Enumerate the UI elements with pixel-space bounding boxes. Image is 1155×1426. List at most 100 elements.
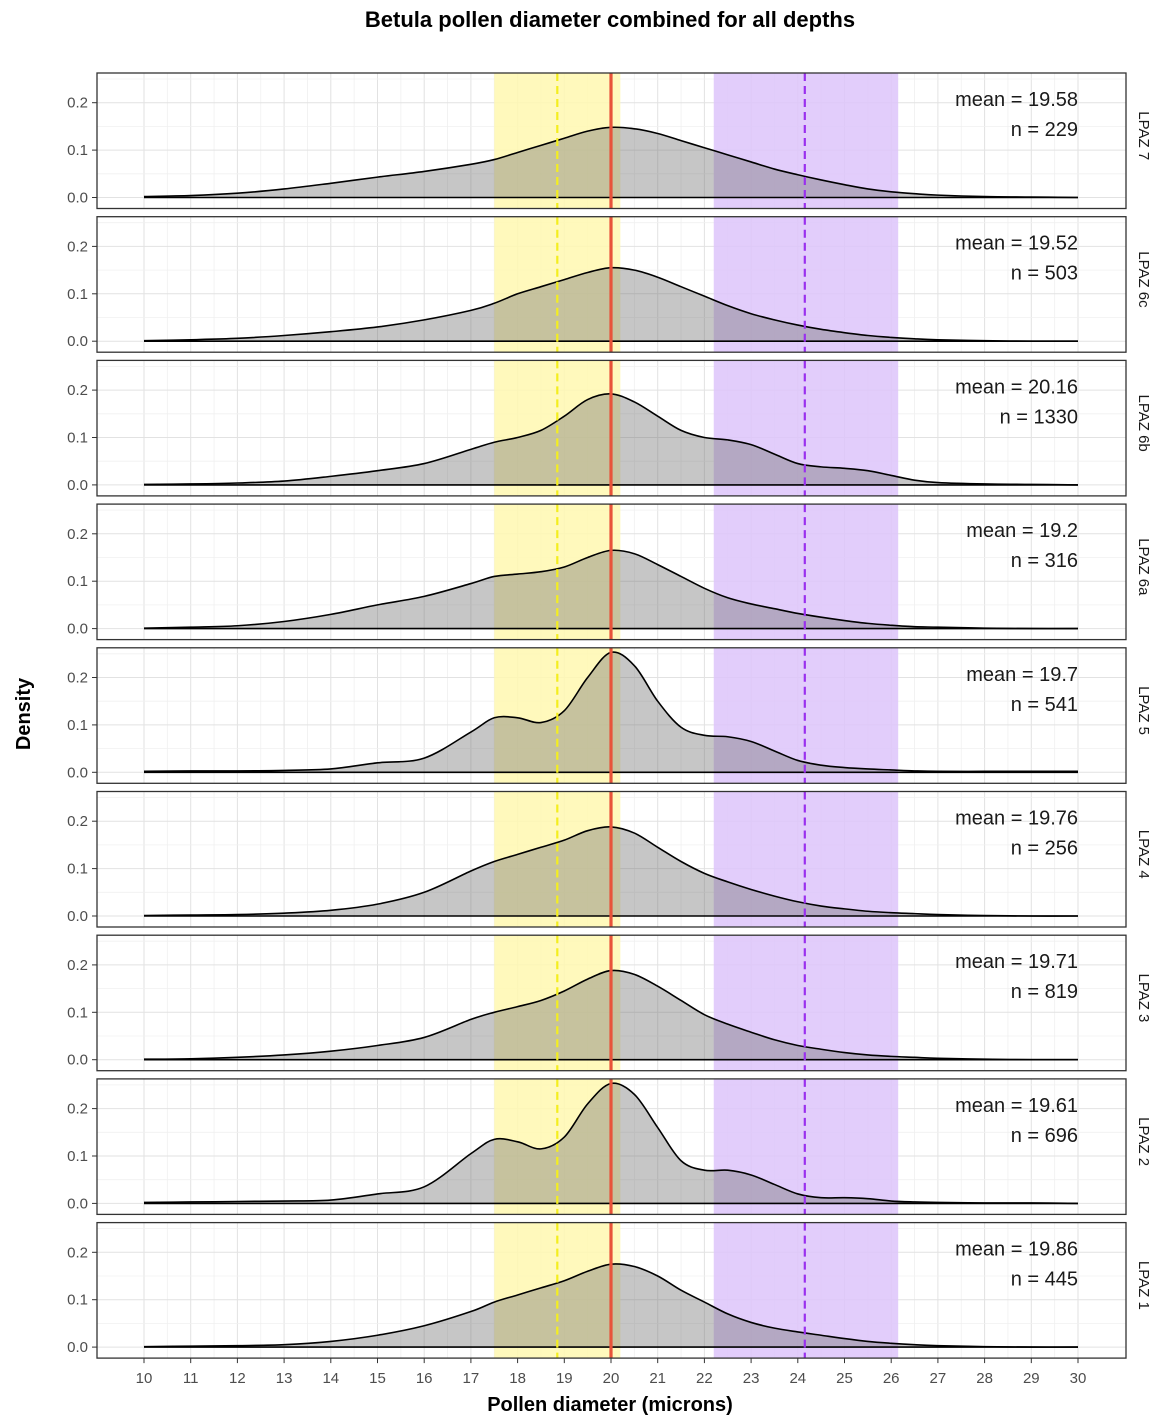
panel-border xyxy=(96,934,1127,1072)
x-axis: 10 11 12 13 14 15 16 17 18 19 20 21 22 23 24 25 26 27 28 29… xyxy=(136,1358,1087,1387)
x-tick-label: 19 xyxy=(556,1370,573,1387)
facet-panel-8: mean = 19.61 n = 696 0.0 0.1 0.2 LPAZ 2 xyxy=(67,1078,1152,1216)
density-curve xyxy=(143,393,1079,486)
purple-band xyxy=(713,935,899,1071)
density-curve xyxy=(143,549,1079,630)
x-tick-label: 15 xyxy=(369,1370,386,1387)
strip-background xyxy=(1127,360,1152,496)
x-tick-label: 21 xyxy=(649,1370,666,1387)
y-axis-title: Density xyxy=(13,677,35,750)
y-tick-label: 0.1 xyxy=(67,430,88,447)
y-tick-label: 0.1 xyxy=(67,1292,88,1309)
mean-annotation: mean = 20.16 xyxy=(955,376,1078,398)
density-curve xyxy=(143,651,1078,773)
y-tick-label: 0.0 xyxy=(67,1052,88,1069)
mean-annotation: mean = 19.7 xyxy=(966,664,1078,686)
strip-background xyxy=(1127,216,1152,353)
n-annotation: n = 819 xyxy=(1011,981,1078,1003)
n-annotation: n = 696 xyxy=(1011,1125,1078,1147)
x-tick-label: 29 xyxy=(1023,1370,1040,1387)
x-tick-label: 13 xyxy=(276,1370,293,1387)
y-tick-label: 0.0 xyxy=(67,190,88,207)
facet-panel-5: mean = 19.7 n = 541 0.0 0.1 0.2 LPAZ 5 xyxy=(67,647,1152,784)
mean-annotation: mean = 19.58 xyxy=(955,89,1078,111)
strip-background xyxy=(1127,935,1152,1071)
purple-band xyxy=(713,216,899,353)
y-tick-label: 0.0 xyxy=(67,1195,88,1212)
y-tick-label: 0.1 xyxy=(67,861,88,878)
x-tick-label: 16 xyxy=(416,1370,433,1387)
purple-band xyxy=(713,647,899,784)
y-tick-label: 0.2 xyxy=(67,1101,88,1118)
strip-background xyxy=(1127,791,1152,927)
y-tick-label: 0.0 xyxy=(67,621,88,638)
strip-background xyxy=(1127,1222,1152,1359)
y-tick-label: 0.2 xyxy=(67,526,88,543)
y-tick-label: 0.0 xyxy=(67,764,88,781)
y-tick-label: 0.2 xyxy=(67,382,88,399)
n-annotation: n = 445 xyxy=(1011,1269,1078,1291)
mean-annotation: mean = 19.86 xyxy=(955,1239,1078,1261)
n-annotation: n = 503 xyxy=(1011,263,1078,285)
y-tick-label: 0.2 xyxy=(67,1244,88,1261)
x-tick-label: 11 xyxy=(183,1370,199,1387)
strip-label: LPAZ 7 xyxy=(1135,111,1152,160)
strip-label: LPAZ 3 xyxy=(1135,973,1152,1022)
y-tick-label: 0.2 xyxy=(67,957,88,974)
facet-panel-7: mean = 19.71 n = 819 0.0 0.1 0.2 LPAZ 3 xyxy=(67,934,1152,1072)
strip-label: LPAZ 1 xyxy=(1135,1261,1152,1310)
facet-panels: mean = 19.58 n = 229 0.0 0.1 0.2 LPAZ 7 mean =… xyxy=(67,72,1152,1359)
y-tick-label: 0.1 xyxy=(67,573,88,590)
x-tick-label: 28 xyxy=(976,1370,993,1387)
density-curve xyxy=(143,1082,1079,1205)
facet-panel-1: mean = 19.58 n = 229 0.0 0.1 0.2 LPAZ 7 xyxy=(67,72,1152,210)
strip-label: LPAZ 6b xyxy=(1135,395,1152,452)
facet-panel-2: mean = 19.52 n = 503 0.0 0.1 0.2 LPAZ 6c xyxy=(67,216,1152,353)
x-tick-label: 20 xyxy=(603,1370,620,1387)
x-tick-label: 22 xyxy=(696,1370,713,1387)
facet-panel-4: mean = 19.2 n = 316 0.0 0.1 0.2 LPAZ 6a xyxy=(67,503,1152,641)
x-tick-label: 26 xyxy=(883,1370,900,1387)
x-tick-label: 30 xyxy=(1070,1370,1087,1387)
purple-band xyxy=(713,791,899,927)
x-tick-label: 10 xyxy=(136,1370,153,1387)
y-tick-label: 0.2 xyxy=(67,670,88,687)
x-tick-label: 24 xyxy=(789,1370,806,1387)
chart-title: Betula pollen diameter combined for all … xyxy=(365,7,855,32)
y-tick-label: 0.1 xyxy=(67,1148,88,1165)
x-tick-label: 23 xyxy=(743,1370,760,1387)
panel-border xyxy=(96,1078,1127,1216)
density-curve xyxy=(143,969,1079,1061)
strip-background xyxy=(1127,647,1152,784)
n-annotation: n = 541 xyxy=(1011,694,1078,716)
x-tick-label: 18 xyxy=(509,1370,526,1387)
n-annotation: n = 1330 xyxy=(1000,406,1078,428)
strip-label: LPAZ 2 xyxy=(1135,1117,1152,1166)
density-curve xyxy=(143,126,1079,199)
strip-label: LPAZ 6c xyxy=(1135,251,1152,308)
facet-panel-3: mean = 20.16 n = 1330 0.0 0.1 0.2 LPAZ 6b xyxy=(67,359,1152,497)
panel-border xyxy=(96,790,1127,928)
y-tick-label: 0.0 xyxy=(67,477,88,494)
x-tick-label: 25 xyxy=(836,1370,853,1387)
mean-annotation: mean = 19.2 xyxy=(966,520,1078,542)
y-tick-label: 0.2 xyxy=(67,95,88,112)
x-tick-label: 17 xyxy=(463,1370,480,1387)
x-tick-label: 14 xyxy=(322,1370,339,1387)
mean-annotation: mean = 19.76 xyxy=(955,808,1078,830)
density-curve xyxy=(143,266,1079,343)
y-tick-label: 0.0 xyxy=(67,1339,88,1356)
n-annotation: n = 316 xyxy=(1011,550,1078,572)
facet-panel-6: mean = 19.76 n = 256 0.0 0.1 0.2 LPAZ 4 xyxy=(67,790,1152,928)
strip-label: LPAZ 5 xyxy=(1135,686,1152,735)
y-tick-label: 0.2 xyxy=(67,238,88,255)
panel-border xyxy=(96,647,1127,784)
y-tick-label: 0.1 xyxy=(67,286,88,303)
strip-background xyxy=(1127,1078,1152,1215)
y-tick-label: 0.0 xyxy=(67,333,88,350)
strip-label: LPAZ 4 xyxy=(1135,830,1152,879)
n-annotation: n = 229 xyxy=(1011,119,1078,141)
panel-border xyxy=(96,216,1127,353)
panel-border xyxy=(96,72,1127,210)
